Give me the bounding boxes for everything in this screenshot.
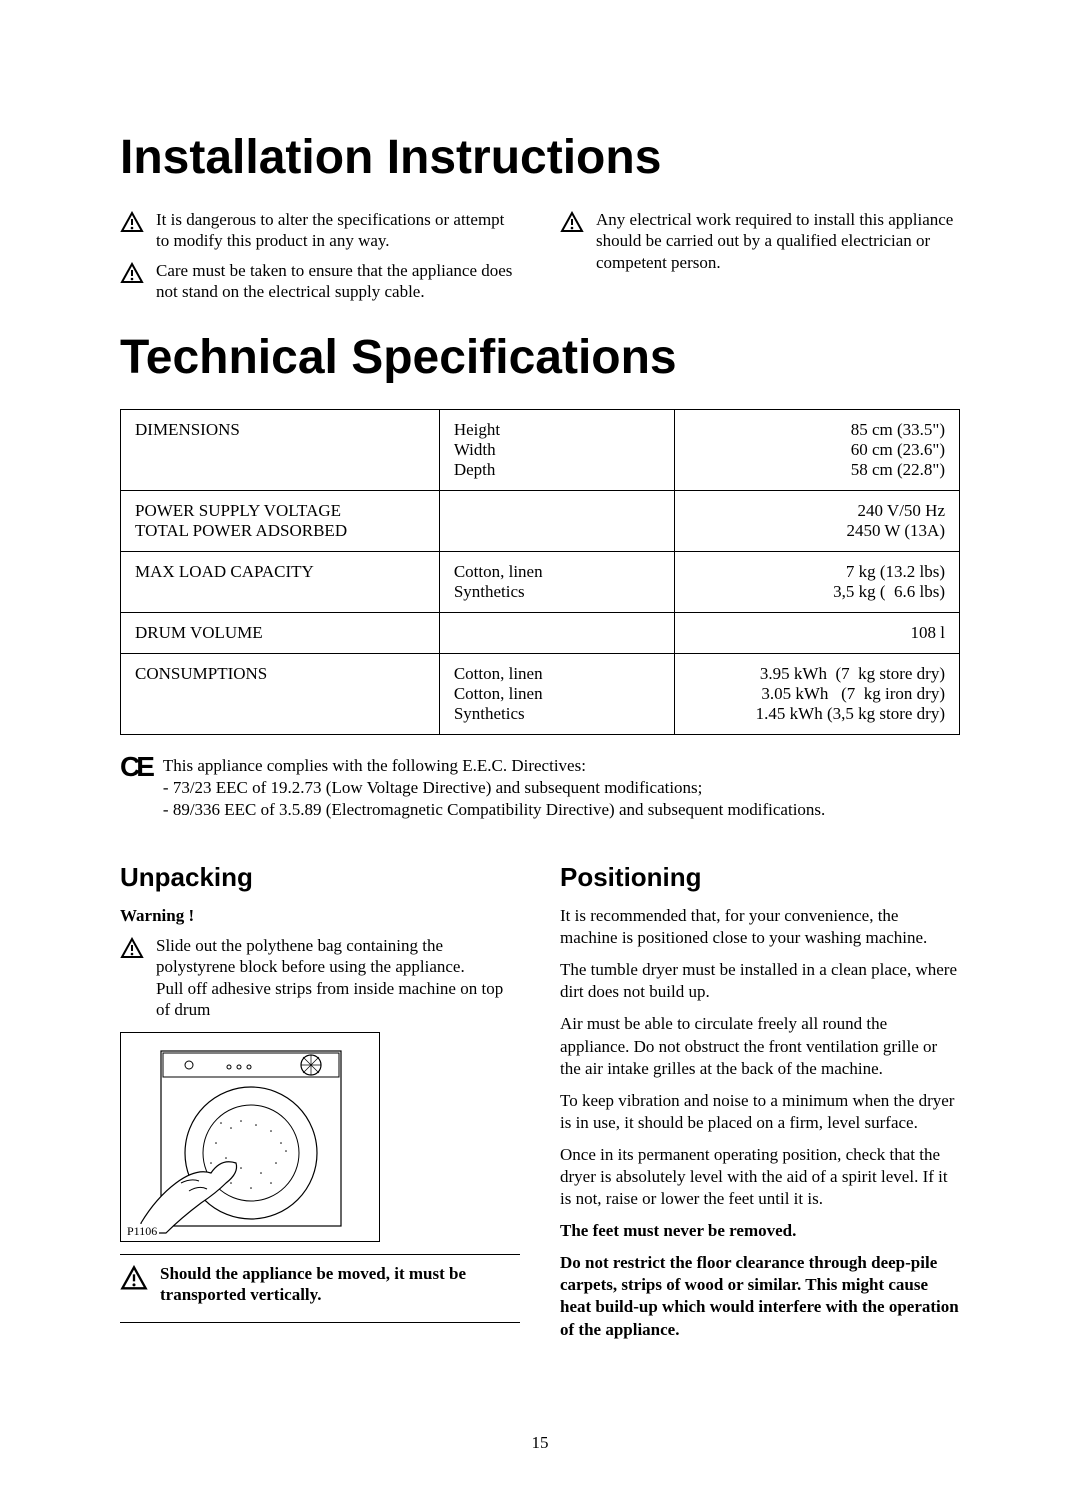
spec-value: 108 l xyxy=(674,613,959,654)
illustration-label: P1106 xyxy=(125,1224,159,1240)
ce-directive-1: - 73/23 EEC of 19.2.73 (Low Voltage Dire… xyxy=(163,777,825,799)
spec-label: MAX LOAD CAPACITY xyxy=(121,552,440,613)
spec-mid: Height Width Depth xyxy=(439,410,674,491)
spec-value: 240 V/50 Hz 2450 W (13A) xyxy=(674,491,959,552)
spec-label: POWER SUPPLY VOLTAGE TOTAL POWER ADSORBE… xyxy=(121,491,440,552)
spec-table: DIMENSIONSHeight Width Depth85 cm (33.5"… xyxy=(120,409,960,735)
warning-item: It is dangerous to alter the specificati… xyxy=(120,209,520,252)
spec-mid xyxy=(439,613,674,654)
warning-icon xyxy=(120,262,144,286)
positioning-p1: It is recommended that, for your conveni… xyxy=(560,905,960,949)
technical-heading: Technical Specifications xyxy=(120,330,960,385)
unpacking-warning-label: Warning ! xyxy=(120,905,520,927)
unpacking-text-2: Pull off adhesive strips from inside mac… xyxy=(156,978,520,1021)
warning-item: Care must be taken to ensure that the ap… xyxy=(120,260,520,303)
page-number: 15 xyxy=(0,1433,1080,1453)
spec-label: DRUM VOLUME xyxy=(121,613,440,654)
positioning-p4: To keep vibration and noise to a minimum… xyxy=(560,1090,960,1134)
positioning-p5: Once in its permanent operating position… xyxy=(560,1144,960,1210)
spec-label: DIMENSIONS xyxy=(121,410,440,491)
warning-icon xyxy=(560,211,584,235)
table-row: DIMENSIONSHeight Width Depth85 cm (33.5"… xyxy=(121,410,960,491)
spec-label: CONSUMPTIONS xyxy=(121,654,440,735)
spec-mid: Cotton, linen Synthetics xyxy=(439,552,674,613)
warning-icon xyxy=(120,937,144,961)
warning-text: It is dangerous to alter the specificati… xyxy=(156,209,520,252)
warning-icon xyxy=(120,211,144,235)
positioning-p3: Air must be able to circulate freely all… xyxy=(560,1013,960,1079)
warning-icon xyxy=(120,1265,148,1293)
table-row: POWER SUPPLY VOLTAGE TOTAL POWER ADSORBE… xyxy=(121,491,960,552)
installation-heading: Installation Instructions xyxy=(120,130,960,185)
ce-compliance: CE This appliance complies with the foll… xyxy=(120,755,960,821)
unpacking-text-1: Slide out the polythene bag containing t… xyxy=(156,935,520,978)
positioning-p6: The feet must never be removed. xyxy=(560,1220,960,1242)
table-row: DRUM VOLUME 108 l xyxy=(121,613,960,654)
warning-item: Any electrical work required to install … xyxy=(560,209,960,273)
positioning-p2: The tumble dryer must be installed in a … xyxy=(560,959,960,1003)
unpacking-illustration: P1106 xyxy=(120,1032,380,1242)
warning-text: Care must be taken to ensure that the ap… xyxy=(156,260,520,303)
spec-value: 3.95 kWh (7 kg store dry) 3.05 kWh (7 kg… xyxy=(674,654,959,735)
unpacking-column: Unpacking Warning ! Slide out the polyth… xyxy=(120,861,520,1350)
ce-intro: This appliance complies with the followi… xyxy=(163,755,825,777)
unpacking-heading: Unpacking xyxy=(120,861,520,895)
positioning-heading: Positioning xyxy=(560,861,960,895)
positioning-column: Positioning It is recommended that, for … xyxy=(560,861,960,1350)
warning-item: Slide out the polythene bag containing t… xyxy=(120,935,520,1020)
spec-mid: Cotton, linen Cotton, linen Synthetics xyxy=(439,654,674,735)
ce-directive-2: - 89/336 EEC of 3.5.89 (Electromagnetic … xyxy=(163,799,825,821)
spec-value: 85 cm (33.5") 60 cm (23.6") 58 cm (22.8"… xyxy=(674,410,959,491)
warning-text: Any electrical work required to install … xyxy=(596,209,960,273)
top-warnings: It is dangerous to alter the specificati… xyxy=(120,209,960,310)
table-row: MAX LOAD CAPACITYCotton, linen Synthetic… xyxy=(121,552,960,613)
warning-item: Should the appliance be moved, it must b… xyxy=(120,1263,520,1306)
spec-value: 7 kg (13.2 lbs) 3,5 kg ( 6.6 lbs) xyxy=(674,552,959,613)
table-row: CONSUMPTIONSCotton, linen Cotton, linen … xyxy=(121,654,960,735)
ce-mark-icon: CE xyxy=(120,749,151,785)
positioning-p7: Do not restrict the floor clearance thro… xyxy=(560,1252,960,1340)
spec-mid xyxy=(439,491,674,552)
move-note: Should the appliance be moved, it must b… xyxy=(160,1263,520,1306)
